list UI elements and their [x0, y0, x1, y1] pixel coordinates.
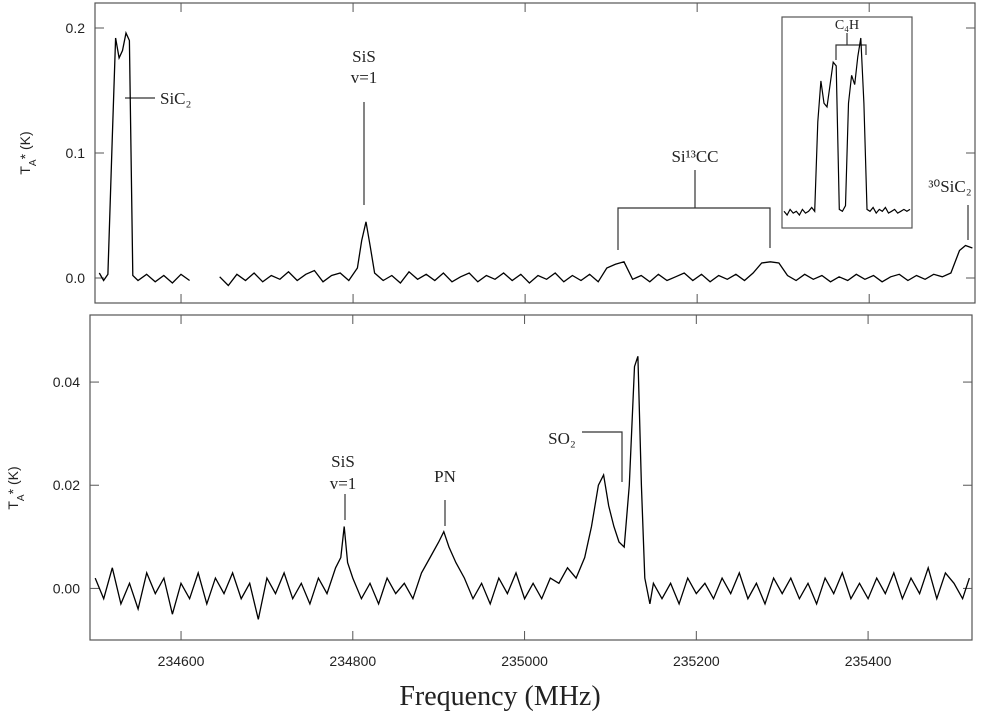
x-tick-label: 234600 — [158, 653, 205, 669]
annotation: Si¹³CC — [671, 147, 718, 166]
x-tick-label: 234800 — [329, 653, 376, 669]
y-label-part: A — [16, 494, 27, 501]
annotation: PN — [434, 467, 456, 486]
y-tick-label: 0.00 — [53, 580, 80, 596]
annotation: SO₂ — [548, 429, 576, 448]
annotation: SiS — [352, 47, 376, 66]
annotation: C₄H — [835, 18, 859, 33]
y-tick-label: 0.1 — [66, 145, 86, 161]
annotation: ³⁰SiC₂ — [928, 177, 971, 196]
x-tick-label: 235200 — [673, 653, 720, 669]
panel-frame — [94, 2, 976, 304]
y-axis-label: TA* (K) — [5, 466, 27, 509]
annotation: v=1 — [351, 68, 378, 87]
annotation: SiC₂ — [160, 89, 191, 108]
y-label-part: * (K) — [17, 131, 33, 159]
y-label-part: T — [5, 501, 21, 510]
y-label-part: A — [28, 159, 39, 166]
x-axis-label: Frequency (MHz) — [399, 681, 600, 712]
panel-frame — [89, 314, 973, 641]
y-label-part: * (K) — [5, 466, 21, 494]
annotation: SiS — [331, 452, 355, 471]
leader-line — [835, 33, 867, 60]
x-tick-label: 235000 — [501, 653, 548, 669]
y-label-part: T — [17, 166, 33, 175]
x-tick-label: 235400 — [845, 653, 892, 669]
leader-line — [617, 170, 771, 250]
y-tick-label: 0.0 — [66, 270, 86, 286]
annotation: v=1 — [330, 474, 357, 493]
y-axis-label: TA* (K) — [17, 131, 39, 174]
inset-frame — [781, 16, 913, 229]
y-tick-label: 0.04 — [53, 374, 80, 390]
inset-line — [783, 37, 911, 217]
spectrum-line — [98, 30, 973, 287]
y-tick-label: 0.2 — [66, 20, 86, 36]
spectrum-line — [94, 356, 971, 620]
y-tick-label: 0.02 — [53, 477, 80, 493]
leader-line — [582, 431, 623, 482]
